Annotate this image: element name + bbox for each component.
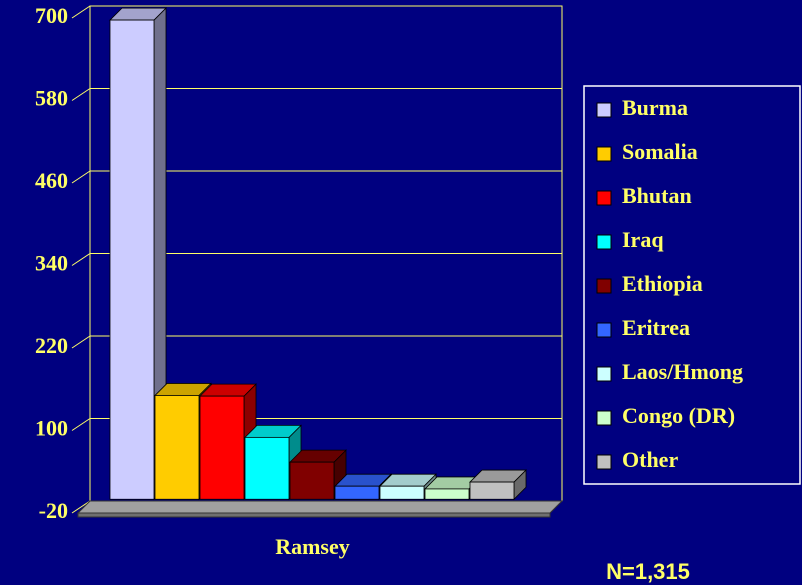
- x-tick-label: Ramsey: [275, 534, 350, 559]
- y-tick-label: 700: [35, 3, 68, 28]
- y-tick-label: 460: [35, 168, 68, 193]
- legend-swatch: [596, 102, 612, 118]
- bar: [379, 473, 437, 501]
- bar: [199, 383, 257, 501]
- legend-box: [583, 85, 801, 485]
- y-tick: [71, 253, 91, 266]
- legend-label: Ethiopia: [622, 271, 703, 296]
- bar-front: [109, 19, 155, 500]
- bar-front: [334, 485, 380, 500]
- legend-label: Other: [622, 447, 678, 472]
- legend-swatch: [596, 278, 612, 294]
- floor-edge: [77, 512, 551, 518]
- y-tick: [71, 88, 91, 101]
- legend-swatch: [596, 454, 612, 470]
- y-tick-label: 340: [35, 251, 68, 276]
- y-tick-label: -20: [39, 498, 68, 523]
- legend-label: Somalia: [622, 139, 698, 164]
- legend-label: Bhutan: [622, 183, 692, 208]
- legend-swatch: [596, 190, 612, 206]
- bar: [469, 469, 527, 501]
- bar-front: [244, 436, 290, 500]
- legend-label: Burma: [622, 95, 688, 120]
- legend-swatch: [596, 410, 612, 426]
- bar-front: [199, 395, 245, 500]
- y-tick: [71, 418, 91, 431]
- legend-label: Iraq: [622, 227, 664, 252]
- bar-front: [154, 395, 200, 500]
- bar-front: [469, 481, 515, 500]
- y-tick: [71, 335, 91, 349]
- legend-swatch: [596, 322, 612, 338]
- legend-swatch: [596, 366, 612, 382]
- y-tick: [71, 170, 91, 184]
- y-tick-label: 220: [35, 333, 68, 358]
- legend-label: Laos/Hmong: [622, 359, 743, 384]
- bar-front: [424, 488, 470, 500]
- annotation: N=1,315: [606, 559, 690, 584]
- y-tick-label: 100: [35, 416, 68, 441]
- y-tick: [71, 5, 91, 19]
- floor: [76, 500, 564, 514]
- bar-front: [289, 461, 335, 500]
- bar-front: [379, 485, 425, 500]
- legend-label: Congo (DR): [622, 403, 735, 428]
- y-tick-label: 580: [35, 86, 68, 111]
- legend-swatch: [596, 146, 612, 162]
- y-tick: [71, 500, 91, 514]
- legend-swatch: [596, 234, 612, 250]
- legend-label: Eritrea: [622, 315, 690, 340]
